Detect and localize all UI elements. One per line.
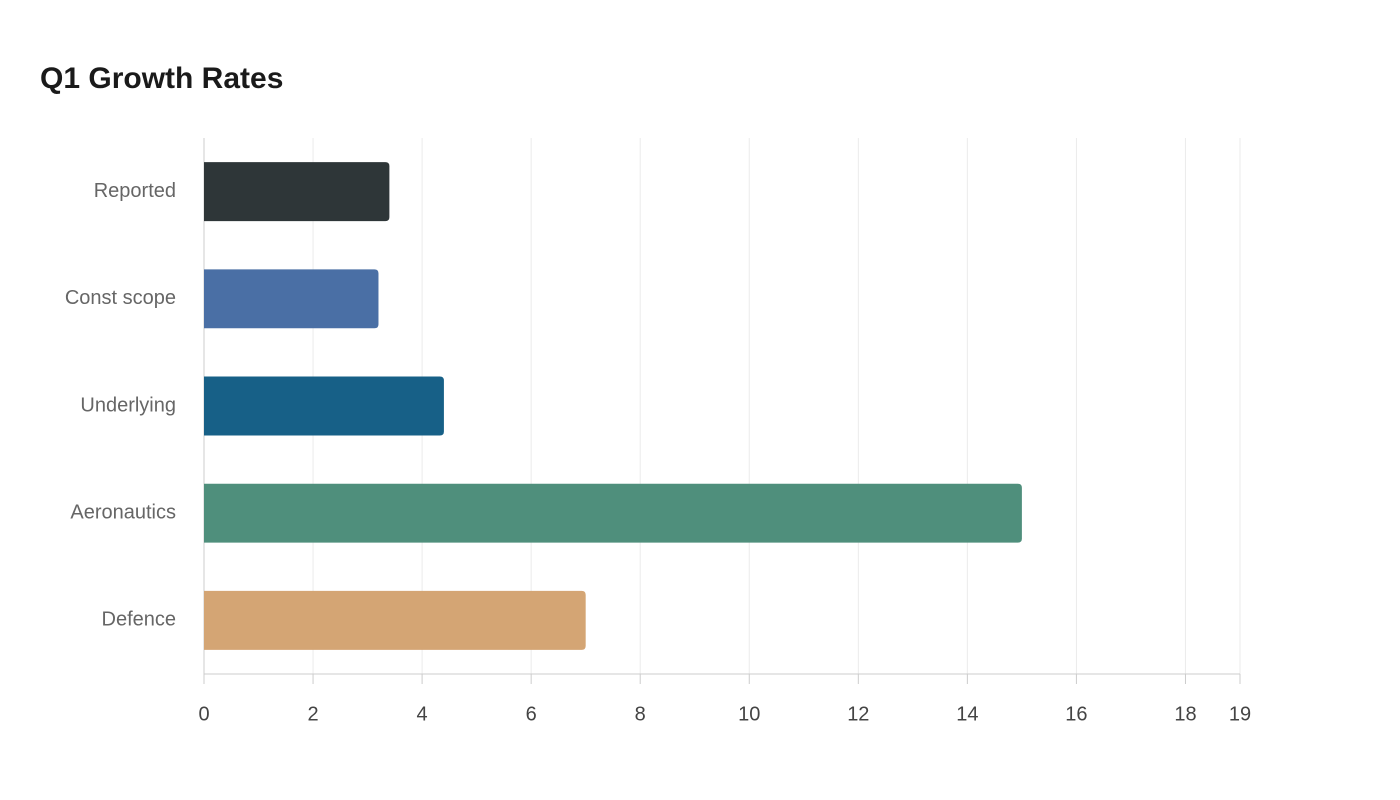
x-tick-label: 0: [198, 703, 209, 725]
x-tick-label: 19: [1229, 703, 1251, 725]
bar: [204, 483, 1022, 543]
x-tick-label: 2: [307, 703, 318, 725]
x-tick-label: 6: [526, 703, 537, 725]
bar: [204, 590, 586, 650]
x-tick-label: 16: [1065, 703, 1087, 725]
y-tick-label: Underlying: [80, 394, 176, 416]
x-tick-label: 12: [847, 703, 869, 725]
y-tick-label: Defence: [102, 609, 177, 631]
y-tick-label: Aeronautics: [70, 501, 176, 523]
chart-title: Q1 Growth Rates: [40, 62, 283, 95]
bar: [204, 376, 444, 436]
x-tick-label: 14: [956, 703, 978, 725]
x-tick-label: 10: [738, 703, 760, 725]
x-tick-label: 8: [635, 703, 646, 725]
x-tick-label: 18: [1174, 703, 1196, 725]
y-tick-label: Const scope: [65, 287, 176, 309]
bar: [204, 269, 379, 329]
bar: [204, 162, 390, 222]
y-tick-label: Reported: [94, 180, 176, 202]
x-tick-label: 4: [417, 703, 428, 725]
